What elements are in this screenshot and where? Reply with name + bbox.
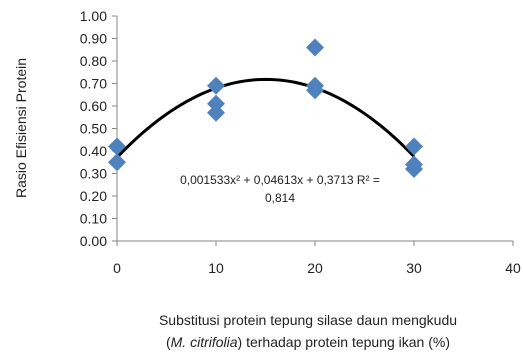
x-tick-label: 30 bbox=[406, 260, 422, 276]
trendline-equation-line2: 0,814 bbox=[265, 191, 295, 205]
trendline bbox=[115, 77, 416, 159]
y-tick-label: 1.00 bbox=[80, 8, 107, 24]
x-axis-title-line1: Substitusi protein tepung silase daun me… bbox=[159, 312, 457, 328]
y-tick-label: 0.70 bbox=[80, 76, 107, 92]
data-points bbox=[108, 38, 423, 178]
data-point bbox=[405, 137, 423, 156]
y-tick-label: 0.10 bbox=[80, 211, 107, 227]
y-tick-label: 0.40 bbox=[80, 143, 107, 159]
data-point bbox=[207, 76, 225, 95]
data-point bbox=[306, 81, 324, 100]
y-tick-label: 0.50 bbox=[80, 121, 107, 137]
data-point bbox=[108, 153, 126, 172]
y-tick-label: 0.30 bbox=[80, 166, 107, 182]
y-tick-label: 0.80 bbox=[80, 53, 107, 69]
data-point bbox=[108, 137, 126, 156]
x-tick-label: 10 bbox=[208, 260, 224, 276]
x-axis-title-line2: (M. citrifolia) terhadap protein tepung … bbox=[166, 334, 450, 350]
y-axis-title: Rasio Efisiensi Protein bbox=[13, 58, 29, 198]
x-tick-labels: 0 10 20 30 40 bbox=[113, 260, 521, 276]
x-axis-title-prefix: ( bbox=[166, 334, 171, 350]
x-tick-label: 40 bbox=[505, 260, 521, 276]
x-axis-title-italic: M. citrifolia bbox=[171, 334, 238, 350]
x-axis-title-suffix: ) terhadap protein tepung ikan (%) bbox=[238, 334, 450, 350]
axes bbox=[112, 15, 514, 246]
x-tick-label: 0 bbox=[113, 260, 121, 276]
y-tick-label: 0.90 bbox=[80, 31, 107, 47]
y-tick-label: 0.60 bbox=[80, 98, 107, 114]
data-point bbox=[306, 38, 324, 57]
data-point bbox=[207, 103, 225, 122]
data-point bbox=[405, 160, 423, 178]
trendline-equation-line1: 0,001533x² + 0,04613x + 0,3713 R² = bbox=[180, 173, 380, 187]
y-tick-label: 0.20 bbox=[80, 188, 107, 204]
x-tick-label: 20 bbox=[307, 260, 323, 276]
y-tick-label: 0.00 bbox=[80, 233, 107, 249]
y-tick-labels: 0.00 0.10 0.20 0.30 0.40 0.50 0.60 0.70 0.80 0.90… bbox=[80, 8, 107, 249]
